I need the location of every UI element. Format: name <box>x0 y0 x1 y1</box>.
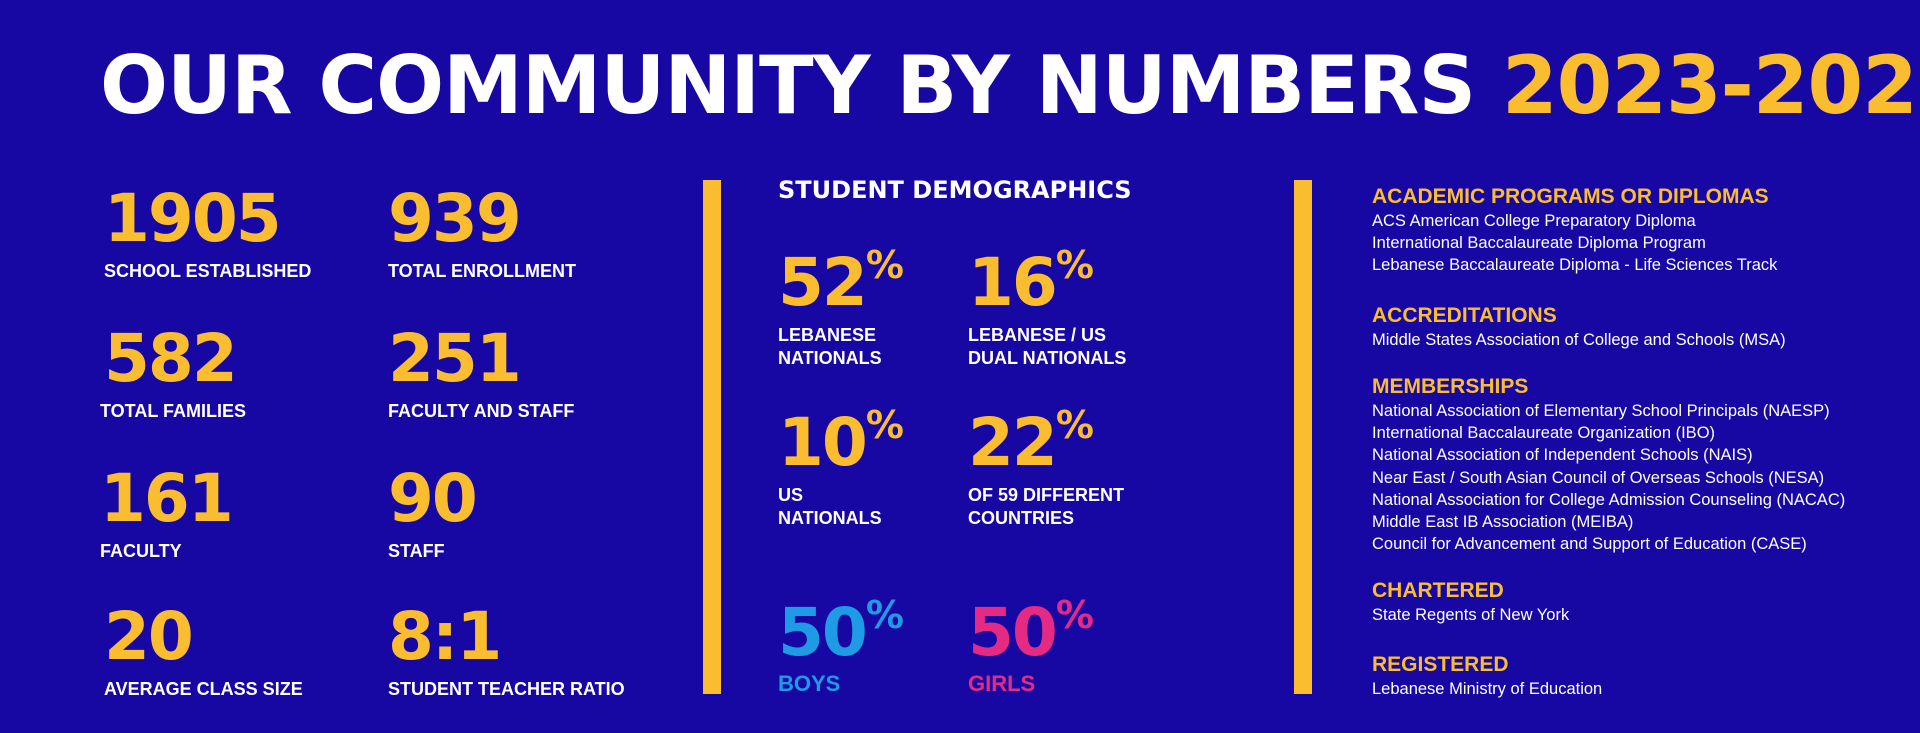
stat-label: FACULTY <box>100 541 182 561</box>
stat-label: TOTAL FAMILIES <box>100 401 247 421</box>
info-registered: REGISTERED Lebanese Ministry of Educatio… <box>1372 652 1602 700</box>
list-item: Council for Advancement and Support of E… <box>1372 535 1807 554</box>
stat-total-families: 582 TOTAL FAMILIES <box>100 320 246 423</box>
stat-value: 20 <box>104 598 194 675</box>
list-item: International Baccalaureate Diploma Prog… <box>1372 234 1706 253</box>
demo-value: 16% <box>968 243 1094 321</box>
info-accreditations: ACCREDITATIONS Middle States Association… <box>1372 303 1786 351</box>
title-years: 2023-2024 <box>1502 39 1920 132</box>
demo-label-line2: DUAL NATIONALS <box>968 348 1127 368</box>
stat-value: 939 <box>388 180 522 257</box>
list-item: Near East / South Asian Council of Overs… <box>1372 468 1825 487</box>
title-main: OUR COMMUNITY BY NUMBERS <box>100 39 1476 132</box>
demo-value: 52% <box>778 243 904 321</box>
stat-average-class-size: 20 AVERAGE CLASS SIZE <box>104 604 303 701</box>
list-item: Lebanese Ministry of Education <box>1372 680 1603 698</box>
list-item: Lebanese Baccalaureate Diploma - Life Sc… <box>1372 256 1778 275</box>
list-item: National Association for College Admissi… <box>1372 490 1846 509</box>
demo-label: GIRLS <box>968 671 1036 696</box>
stat-student-teacher-ratio: 8:1 STUDENT TEACHER RATIO <box>388 604 625 701</box>
stat-label: STAFF <box>388 541 445 561</box>
stat-school-established: 1905 SCHOOL ESTABLISHED <box>104 186 311 283</box>
stat-value: 251 <box>388 320 522 397</box>
section-heading: CHARTERED <box>1372 579 1504 602</box>
demo-girls: 50% GIRLS <box>968 593 1094 696</box>
section-heading: ACCREDITATIONS <box>1372 304 1557 327</box>
stat-label: FACULTY AND STAFF <box>388 401 575 421</box>
section-heading: ACADEMIC PROGRAMS OR DIPLOMAS <box>1372 185 1769 208</box>
list-item: International Baccalaureate Organization… <box>1372 424 1716 443</box>
demo-label-line2: COUNTRIES <box>968 508 1075 528</box>
stat-label: SCHOOL ESTABLISHED <box>104 261 312 281</box>
demo-dual-nationals: 16% LEBANESE / US DUAL NATIONALS <box>968 243 1127 370</box>
section-heading: REGISTERED <box>1372 653 1509 676</box>
info-programs: ACADEMIC PROGRAMS OR DIPLOMAS ACS Americ… <box>1372 184 1777 277</box>
list-item: Middle East IB Association (MEIBA) <box>1372 513 1634 532</box>
stat-value: 1905 <box>104 180 282 257</box>
list-item: ACS American College Preparatory Diploma <box>1372 212 1696 230</box>
stat-total-enrollment: 939 TOTAL ENROLLMENT <box>388 186 576 283</box>
demo-label-line1: OF 59 DIFFERENT <box>968 485 1125 505</box>
stat-value: 8:1 <box>388 598 502 675</box>
demo-value: 10% <box>778 403 904 481</box>
stat-staff: 90 STAFF <box>388 460 478 563</box>
info-memberships: MEMBERSHIPS National Association of Elem… <box>1372 374 1845 555</box>
list-item: State Regents of New York <box>1372 606 1570 624</box>
demo-us-nationals: 10% US NATIONALS <box>778 403 904 530</box>
section-heading: MEMBERSHIPS <box>1372 375 1529 398</box>
demo-label-line2: NATIONALS <box>778 508 882 528</box>
demo-lebanese-nationals: 52% LEBANESE NATIONALS <box>778 243 904 370</box>
demo-label-line1: LEBANESE / US <box>968 325 1107 345</box>
list-item: Middle States Association of College and… <box>1372 331 1786 349</box>
demo-label-line2: NATIONALS <box>778 348 882 368</box>
info-chartered: CHARTERED State Regents of New York <box>1372 578 1569 626</box>
demo-other-countries: 22% OF 59 DIFFERENT COUNTRIES <box>968 403 1125 530</box>
demo-label-line1: US <box>778 485 804 505</box>
stat-value: 90 <box>388 460 478 537</box>
stat-value: 582 <box>104 320 238 397</box>
page-title: OUR COMMUNITY BY NUMBERS 2023-2024 <box>100 46 1920 126</box>
stat-label: STUDENT TEACHER RATIO <box>388 679 625 699</box>
demo-label: BOYS <box>778 671 841 696</box>
stat-label: TOTAL ENROLLMENT <box>388 261 576 281</box>
stat-faculty-and-staff: 251 FACULTY AND STAFF <box>388 326 574 423</box>
stat-label: AVERAGE CLASS SIZE <box>104 679 303 699</box>
stat-value: 161 <box>100 460 234 537</box>
demographics-heading: STUDENT DEMOGRAPHICS <box>778 176 1132 204</box>
list-item: National Association of Elementary Schoo… <box>1372 402 1830 420</box>
demo-boys: 50% BOYS <box>778 593 904 696</box>
stat-faculty: 161 FACULTY <box>100 460 234 563</box>
demo-label-line1: LEBANESE <box>778 325 877 345</box>
divider-right <box>1294 180 1312 694</box>
demo-value: 22% <box>968 403 1094 481</box>
list-item: National Association of Independent Scho… <box>1372 446 1753 465</box>
demo-value: 50% <box>968 593 1094 671</box>
demo-value: 50% <box>778 593 904 671</box>
divider-left <box>703 180 721 694</box>
